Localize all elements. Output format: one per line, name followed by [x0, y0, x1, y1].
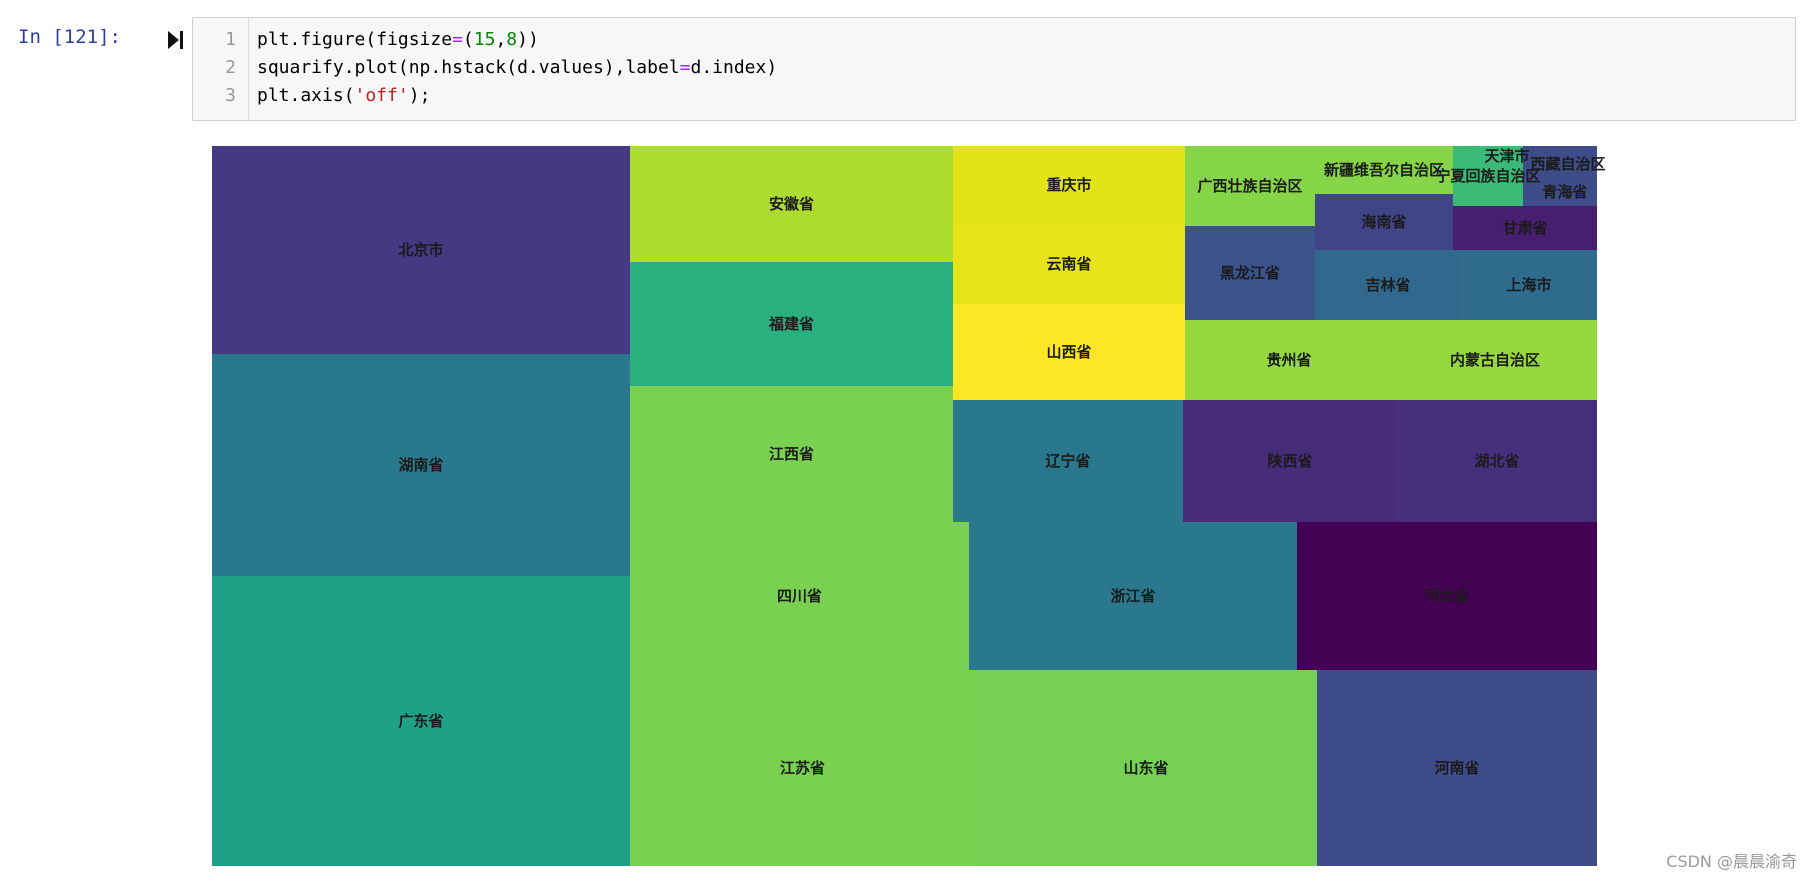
line-number: 2 [225, 57, 236, 78]
code-token: = [452, 29, 463, 50]
treemap-rect [969, 522, 1297, 670]
treemap-label: 陕西省 [1267, 452, 1312, 470]
treemap-rect [1543, 146, 1597, 166]
treemap-rect [1315, 250, 1461, 320]
code-line[interactable]: squarify.plot(np.hstack(d.values),label=… [257, 54, 777, 82]
treemap-rect [953, 146, 1185, 224]
treemap-label: 天津市 [1484, 147, 1529, 165]
treemap-label: 河北省 [1424, 587, 1469, 605]
treemap-label: 云南省 [1046, 255, 1091, 273]
treemap-label: 四川省 [777, 587, 822, 605]
code-token: ( [462, 29, 474, 50]
treemap-label: 安徽省 [769, 195, 814, 213]
treemap-rect [1453, 206, 1597, 250]
line-number: 1 [225, 29, 236, 50]
treemap-label: 甘肃省 [1502, 219, 1547, 237]
code-token: = [679, 57, 691, 78]
code-line[interactable]: plt.axis('off'); [257, 82, 430, 110]
treemap-label: 河南省 [1434, 759, 1479, 777]
code-token: squarify.plot(np.hstack(d.values),label [257, 57, 680, 78]
treemap-rect [212, 146, 630, 354]
treemap-label: 江苏省 [780, 759, 825, 777]
treemap-label: 海南省 [1361, 213, 1406, 231]
treemap-rect [1393, 320, 1597, 400]
treemap-rect [1317, 670, 1597, 866]
treemap-label: 黑龙江省 [1220, 264, 1280, 282]
code-token: )) [517, 29, 539, 50]
treemap-rect [1461, 250, 1597, 320]
line-number: 3 [225, 85, 236, 106]
code-token: 8 [506, 29, 518, 50]
treemap-rect [212, 354, 630, 576]
code-token: plt.axis( [257, 85, 355, 106]
code-token: ); [408, 85, 431, 106]
code-cell-editor[interactable]: 1 2 3 plt.figure(figsize=(15,8)) squarif… [192, 17, 1796, 121]
treemap-label: 吉林省 [1365, 276, 1410, 294]
treemap-rect [630, 670, 975, 866]
treemap-label: 新疆维吾尔自治区 [1324, 161, 1444, 179]
code-token: 15 [473, 29, 496, 50]
treemap-label: 广西壮族自治区 [1197, 177, 1302, 195]
line-number-gutter: 1 2 3 [193, 18, 249, 120]
treemap-rect [1297, 522, 1597, 670]
treemap-label: 江西省 [769, 445, 814, 463]
code-token: d.index) [690, 57, 778, 78]
treemap-rect [1397, 400, 1597, 522]
treemap-label: 辽宁省 [1045, 452, 1090, 470]
treemap-rect [630, 262, 953, 386]
treemap-rect [1315, 146, 1453, 194]
treemap-rect [975, 670, 1317, 866]
treemap-rect [630, 146, 953, 262]
code-line[interactable]: plt.figure(figsize=(15,8)) [257, 26, 539, 54]
run-cell-button[interactable] [166, 28, 186, 52]
treemap-label: 浙江省 [1110, 587, 1155, 605]
code-token: plt.figure(figsize [257, 29, 453, 50]
cell-prompt: In [121]: [18, 26, 121, 48]
treemap-rect [1185, 320, 1393, 400]
treemap-label: 山西省 [1046, 343, 1091, 361]
run-cell-icon [168, 31, 183, 49]
treemap-rect [1315, 194, 1453, 250]
treemap-label: 湖南省 [398, 456, 443, 474]
treemap-label: 湖北省 [1474, 452, 1519, 470]
treemap-rect [953, 400, 1183, 522]
treemap-rect [1453, 146, 1523, 206]
watermark: CSDN @晨晨渝奇 [1666, 852, 1797, 871]
treemap-label: 北京市 [398, 241, 443, 259]
treemap-rect [630, 386, 953, 522]
treemap-rect [1185, 146, 1315, 226]
treemap-rect [1183, 400, 1397, 522]
treemap-label: 山东省 [1123, 759, 1168, 777]
treemap-label: 重庆市 [1046, 176, 1091, 194]
treemap-rect [953, 224, 1185, 304]
treemap-label: 内蒙古自治区 [1450, 351, 1540, 369]
treemap-label: 青海省 [1542, 183, 1587, 201]
treemap-rect [953, 304, 1185, 400]
treemap-label: 广东省 [398, 712, 443, 730]
treemap-rect [212, 576, 630, 866]
treemap-rect [630, 522, 969, 670]
treemap-label: 西藏自治区 [1530, 155, 1605, 173]
treemap-label: 贵州省 [1266, 351, 1311, 369]
code-token: , [495, 29, 507, 50]
treemap-rect [1185, 226, 1315, 320]
treemap-label: 宁夏回族自治区 [1435, 167, 1540, 185]
treemap-rect [1523, 146, 1543, 156]
treemap-label: 上海市 [1506, 276, 1551, 294]
cell-output: 北京市湖南省广东省 安徽省福建省江西省四川省江苏省 重庆市云南省山西省辽宁省浙江省山… [212, 146, 1640, 866]
treemap-label: 福建省 [768, 315, 814, 333]
code-token: 'off' [354, 85, 409, 106]
